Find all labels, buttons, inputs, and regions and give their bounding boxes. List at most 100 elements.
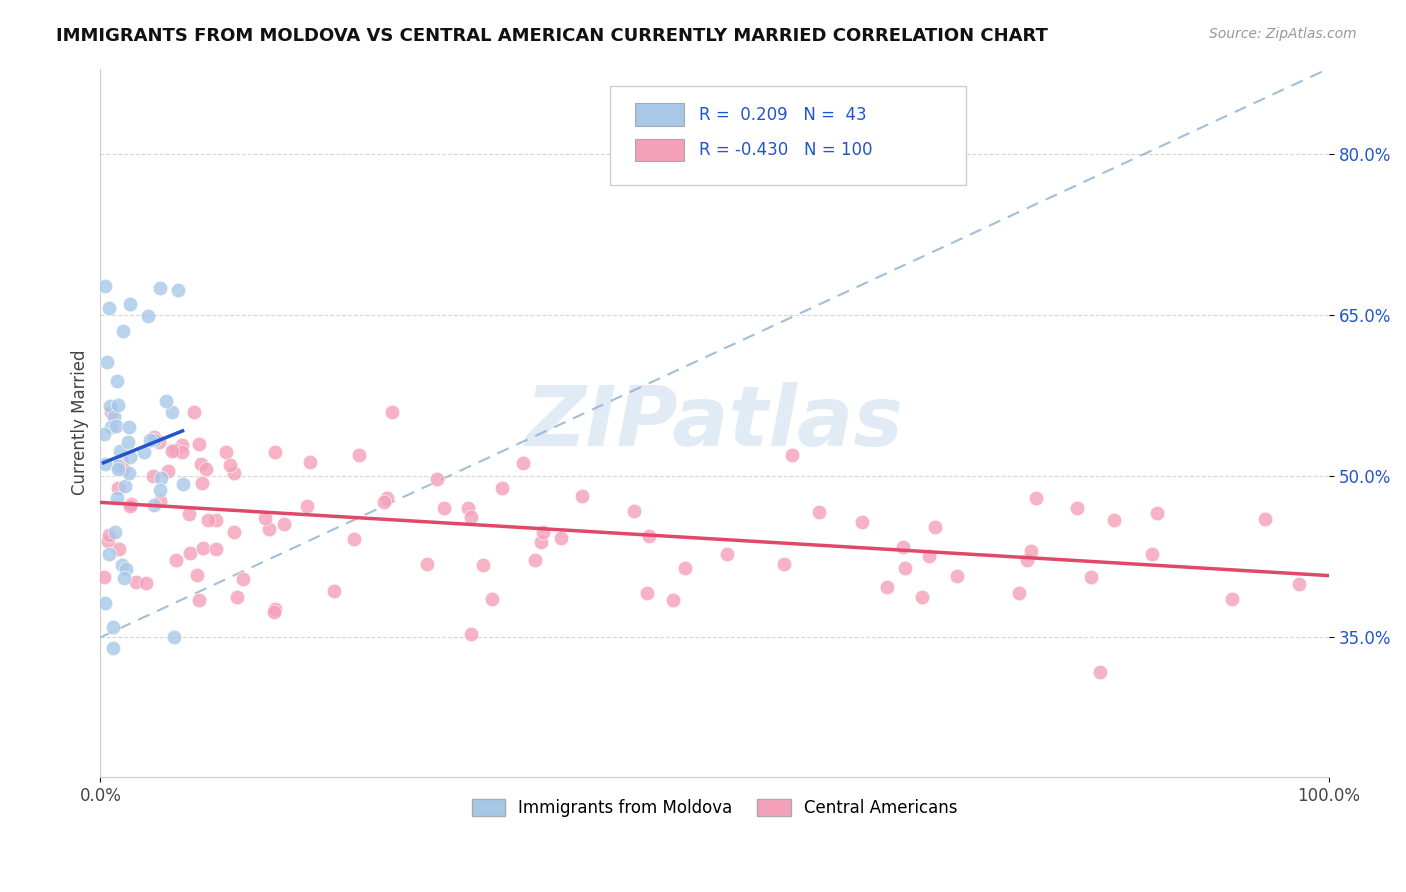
Point [232, 572, 254, 586]
Point [375, 491, 398, 505]
Point [1066, 501, 1088, 516]
Point [120, 296, 142, 310]
Point [273, 517, 295, 532]
Point [673, 561, 696, 575]
Point [531, 525, 554, 540]
Point [120, 497, 142, 511]
Point [112, 571, 135, 585]
Point [139, 434, 162, 448]
Point [433, 500, 456, 515]
Point [93, 279, 115, 293]
Point [491, 481, 513, 495]
Point [118, 450, 141, 464]
Point [1288, 577, 1310, 591]
Point [298, 455, 321, 469]
Point [100, 399, 122, 413]
Point [149, 281, 172, 295]
Point [1080, 570, 1102, 584]
Point [205, 542, 228, 557]
Text: ZIPatlas: ZIPatlas [526, 382, 904, 463]
Point [155, 393, 177, 408]
Point [1220, 592, 1243, 607]
Point [163, 443, 186, 458]
Text: R = -0.430   N = 100: R = -0.430 N = 100 [699, 141, 872, 159]
Point [135, 576, 157, 591]
Point [460, 627, 482, 641]
Point [263, 445, 285, 459]
Point [142, 468, 165, 483]
Point [190, 457, 212, 471]
Point [172, 445, 194, 459]
Point [114, 479, 136, 493]
Point [100, 420, 122, 434]
Point [125, 574, 148, 589]
Point [215, 445, 238, 459]
Point [1019, 543, 1042, 558]
Point [1254, 512, 1277, 526]
Point [105, 374, 128, 388]
Point [186, 567, 208, 582]
Point [1017, 553, 1039, 567]
Point [188, 437, 211, 451]
Point [112, 462, 135, 476]
Point [100, 405, 122, 419]
Point [457, 501, 479, 516]
Point [118, 420, 141, 434]
Point [343, 533, 366, 547]
Point [257, 522, 280, 536]
Point [97, 534, 120, 549]
Point [117, 467, 139, 481]
Point [716, 547, 738, 561]
Point [471, 558, 494, 573]
FancyBboxPatch shape [610, 87, 966, 186]
Point [118, 500, 141, 514]
Point [381, 405, 404, 419]
Point [150, 470, 173, 484]
Point [114, 562, 136, 576]
Point [172, 438, 194, 452]
Point [172, 477, 194, 491]
Point [107, 481, 129, 495]
Point [104, 525, 127, 540]
Point [101, 641, 124, 656]
Point [165, 552, 187, 566]
Point [107, 541, 129, 556]
Point [96, 355, 118, 369]
Point [94, 458, 117, 472]
Point [93, 426, 115, 441]
Point [1142, 547, 1164, 561]
Point [460, 509, 482, 524]
Point [143, 430, 166, 444]
Point [160, 405, 183, 419]
Point [661, 593, 683, 607]
Point [1088, 665, 1111, 679]
Point [104, 419, 127, 434]
Point [224, 466, 246, 480]
Text: R =  0.209   N =  43: R = 0.209 N = 43 [699, 105, 866, 124]
Point [808, 505, 831, 519]
Point [160, 444, 183, 458]
Point [136, 309, 159, 323]
Bar [634, 103, 683, 126]
Point [373, 495, 395, 509]
Point [1008, 586, 1031, 600]
Point [167, 283, 190, 297]
Point [107, 398, 129, 412]
Point [191, 541, 214, 555]
Point [1025, 491, 1047, 505]
Point [623, 504, 645, 518]
Point [529, 534, 551, 549]
Point [107, 459, 129, 474]
Point [107, 462, 129, 476]
Point [512, 456, 534, 470]
Point [190, 475, 212, 490]
Point [263, 605, 285, 619]
Point [638, 529, 661, 543]
Point [163, 631, 186, 645]
Text: Source: ZipAtlas.com: Source: ZipAtlas.com [1209, 27, 1357, 41]
Point [636, 586, 658, 600]
Point [264, 601, 287, 615]
Point [1146, 506, 1168, 520]
Point [148, 435, 170, 450]
Point [1104, 513, 1126, 527]
